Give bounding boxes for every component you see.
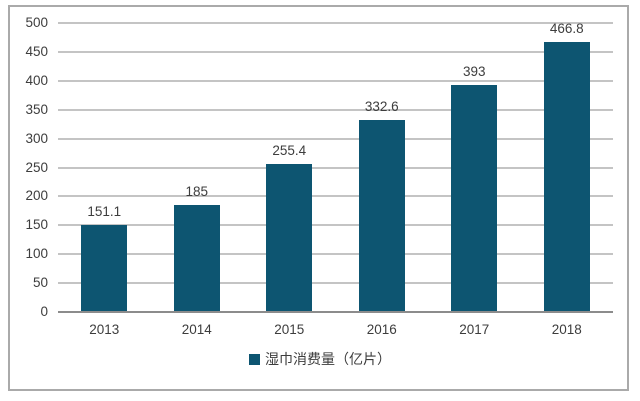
x-axis-label: 2018	[551, 322, 582, 337]
gridline	[58, 50, 613, 53]
gridline	[58, 166, 613, 169]
bar-value-label: 332.6	[364, 98, 399, 114]
y-axis-label: 350	[25, 101, 48, 117]
y-axis-label: 300	[25, 130, 48, 146]
x-axis-label: 2015	[274, 322, 305, 337]
y-axis-label: 0	[40, 304, 48, 319]
bar	[81, 224, 128, 312]
y-axis-label: 200	[25, 188, 48, 204]
gridline	[58, 282, 613, 285]
chart-frame	[8, 5, 629, 391]
y-axis-label: 500	[25, 15, 48, 30]
x-axis-label: 2014	[181, 322, 212, 337]
y-axis-label: 150	[25, 217, 48, 233]
legend-marker-icon	[249, 353, 260, 365]
gridline	[58, 253, 613, 256]
gridline	[58, 108, 613, 111]
bar-value-label: 466.8	[549, 21, 584, 37]
gridline	[58, 224, 613, 227]
bar-value-label: 185	[185, 184, 209, 200]
bar	[266, 164, 313, 312]
gridline	[58, 79, 613, 82]
bar-value-label: 255.4	[272, 143, 307, 159]
legend-label: 湿巾消费量（亿片）	[265, 351, 391, 367]
bar	[451, 84, 498, 312]
x-axis-label: 2016	[366, 322, 397, 337]
bar	[173, 205, 220, 312]
bar	[358, 119, 405, 312]
legend: 湿巾消费量（亿片）	[0, 349, 640, 369]
y-axis-label: 250	[25, 159, 48, 175]
gridline	[58, 137, 613, 140]
gridline	[58, 22, 613, 24]
gridline	[58, 195, 613, 198]
y-axis-label: 400	[25, 72, 48, 88]
x-axis-line	[58, 311, 613, 313]
y-axis-label: 450	[25, 43, 48, 59]
x-axis-label: 2013	[89, 322, 120, 337]
bar-value-label: 393	[462, 63, 486, 79]
bar	[543, 42, 590, 312]
y-axis-label: 100	[25, 246, 48, 262]
bar-value-label: 151.1	[87, 203, 122, 219]
x-axis-label: 2017	[459, 322, 490, 337]
y-axis-label: 50	[32, 275, 48, 291]
